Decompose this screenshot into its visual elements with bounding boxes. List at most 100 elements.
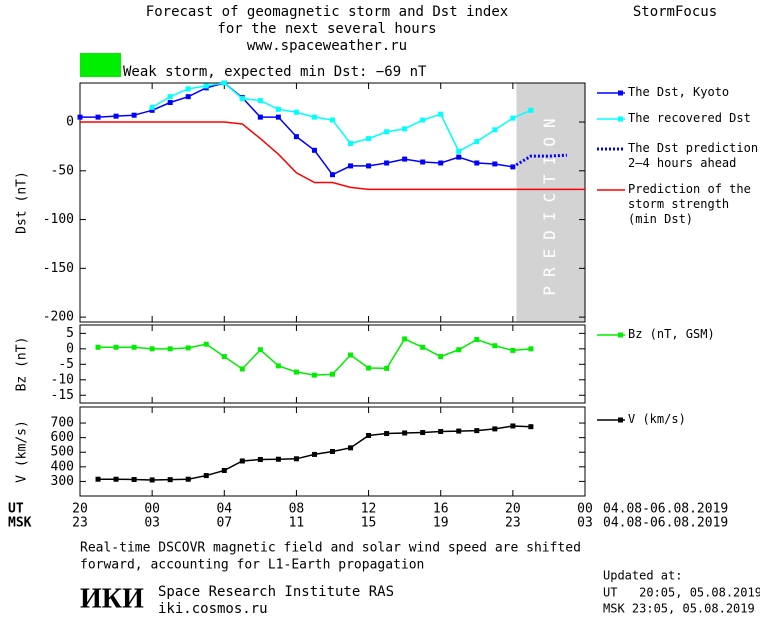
- point: [366, 136, 372, 142]
- y-tick-label: -200: [43, 310, 74, 325]
- point: [257, 98, 263, 104]
- y-tick-label: 600: [51, 430, 74, 445]
- y-axis-label: V (km/s): [15, 420, 30, 483]
- point: [402, 156, 408, 162]
- point: [131, 477, 137, 483]
- y-tick-label: 700: [51, 416, 74, 431]
- point: [167, 100, 173, 106]
- alert: Weak storm, expected min Dst: −69 nT: [123, 64, 427, 80]
- legend-marker: [618, 116, 623, 122]
- point: [384, 365, 390, 371]
- url: iki.cosmos.ru: [158, 601, 268, 617]
- point: [167, 94, 173, 100]
- frame: [79, 82, 586, 323]
- point: [239, 458, 245, 464]
- legend-label: The Dst, Kyoto: [628, 85, 730, 99]
- point: [149, 107, 155, 113]
- updated: UT 20:05, 05.08.2019: [603, 586, 760, 600]
- point: [366, 163, 372, 169]
- point: [474, 139, 480, 145]
- point: [384, 129, 390, 135]
- series-line: [98, 337, 531, 376]
- point: [275, 114, 281, 120]
- alert-box: [80, 53, 121, 77]
- legend-marker: [618, 332, 623, 338]
- point: [348, 163, 354, 169]
- point: [293, 109, 299, 115]
- point: [311, 114, 317, 120]
- point: [275, 106, 281, 112]
- x2-tick-label: 15: [361, 516, 377, 531]
- point: [113, 344, 119, 350]
- point: [330, 449, 335, 454]
- point: [239, 96, 245, 102]
- point: [330, 371, 335, 377]
- point: [366, 432, 372, 438]
- point: [402, 430, 408, 436]
- point: [456, 154, 462, 160]
- prediction-label: PREDICTION: [540, 109, 559, 295]
- point: [203, 83, 209, 89]
- point: [402, 336, 408, 342]
- site: www.spaceweather.ru: [247, 38, 407, 54]
- x-tick-label: 00: [144, 502, 160, 517]
- series-line: [512, 153, 568, 169]
- point: [113, 476, 119, 482]
- frame: [79, 406, 586, 497]
- legend-label: Prediction of the storm strength (min Ds…: [628, 182, 751, 226]
- x-tick-label: 08: [289, 502, 305, 517]
- point: [149, 346, 155, 352]
- point: [293, 456, 299, 462]
- point: [384, 431, 390, 437]
- point: [510, 423, 516, 429]
- point: [348, 445, 354, 451]
- prediction-zone: [516, 83, 585, 322]
- point: [203, 341, 209, 347]
- point: [257, 347, 263, 353]
- point: [348, 140, 354, 146]
- point: [221, 354, 227, 360]
- point: [384, 160, 390, 166]
- x2-tick-label: 23: [505, 516, 521, 531]
- note: Real-time DSCOVR magnetic field and sola…: [80, 541, 581, 556]
- point: [185, 345, 191, 351]
- point: [420, 430, 426, 436]
- x-tick-label: 20: [505, 502, 521, 517]
- y-tick-label: 300: [51, 474, 74, 489]
- point: [456, 347, 462, 353]
- point: [474, 428, 480, 434]
- point: [348, 352, 354, 358]
- point: [528, 107, 534, 113]
- point: [330, 172, 335, 178]
- point: [438, 111, 444, 117]
- point: [149, 477, 155, 483]
- point: [510, 347, 516, 353]
- title: Forecast of geomagnetic storm and Dst in…: [146, 4, 508, 20]
- brand: StormFocus: [633, 4, 717, 20]
- point: [420, 344, 426, 350]
- point: [167, 346, 173, 352]
- point: [257, 114, 263, 120]
- y-tick-label: -50: [51, 163, 74, 178]
- x-tick-label: 20: [72, 502, 88, 517]
- point: [95, 344, 101, 350]
- series-line: [151, 82, 532, 153]
- y-tick-label: -100: [43, 212, 74, 227]
- note: forward, accounting for L1-Earth propaga…: [80, 558, 424, 573]
- point: [438, 160, 444, 166]
- point: [330, 117, 335, 123]
- point: [221, 80, 227, 86]
- institute: Space Research Institute RAS: [158, 584, 394, 600]
- legend-label: Bz (nT, GSM): [628, 327, 715, 341]
- point: [474, 160, 480, 166]
- point: [492, 426, 498, 432]
- logo: ИКИ: [80, 583, 144, 614]
- x-date: 04.08-06.08.2019: [603, 502, 728, 517]
- point: [311, 451, 317, 457]
- frame: [79, 324, 586, 404]
- point: [239, 366, 245, 372]
- point: [131, 344, 137, 350]
- point: [438, 354, 444, 360]
